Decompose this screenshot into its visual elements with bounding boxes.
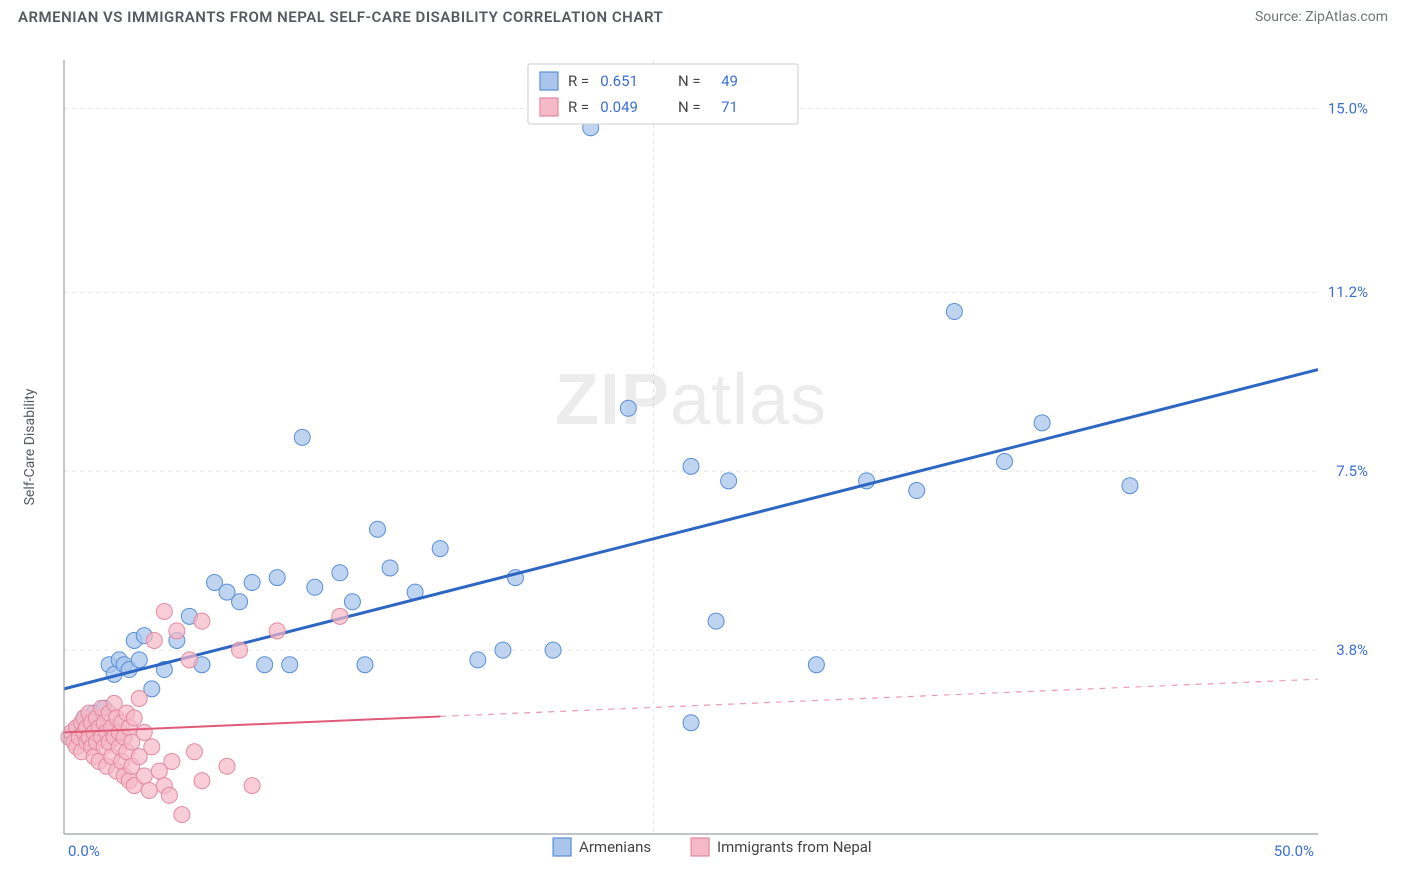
svg-text:50.0%: 50.0% [1274, 842, 1314, 860]
svg-text:11.2%: 11.2% [1328, 283, 1368, 301]
svg-text:Armenians: Armenians [579, 838, 651, 856]
chart-source: Source: ZipAtlas.com [1255, 9, 1388, 25]
svg-text:Immigrants from Nepal: Immigrants from Nepal [717, 838, 872, 856]
svg-text:0.651: 0.651 [600, 72, 638, 90]
svg-text:71: 71 [721, 98, 738, 116]
svg-text:3.8%: 3.8% [1336, 641, 1368, 659]
chart-area: 3.8% 7.5% 11.2% 15.0% ZIPatlas 0.0% 50.0% Self-… [18, 40, 1388, 882]
svg-text:ZIPatlas: ZIPatlas [555, 360, 827, 440]
svg-text:49: 49 [721, 72, 738, 90]
svg-text:7.5%: 7.5% [1336, 462, 1368, 480]
svg-text:Self-Care Disability: Self-Care Disability [22, 388, 38, 505]
scatter-chart: 3.8% 7.5% 11.2% 15.0% ZIPatlas 0.0% 50.0% Self-… [18, 40, 1388, 882]
svg-text:N =: N = [678, 98, 701, 116]
chart-title: ARMENIAN VS IMMIGRANTS FROM NEPAL SELF-C… [18, 8, 663, 26]
svg-text:0.0%: 0.0% [68, 842, 100, 860]
svg-text:R =: R = [568, 72, 589, 90]
svg-text:0.049: 0.049 [600, 98, 638, 116]
svg-text:R =: R = [568, 98, 589, 116]
svg-text:15.0%: 15.0% [1328, 99, 1368, 117]
svg-text:N =: N = [678, 72, 701, 90]
